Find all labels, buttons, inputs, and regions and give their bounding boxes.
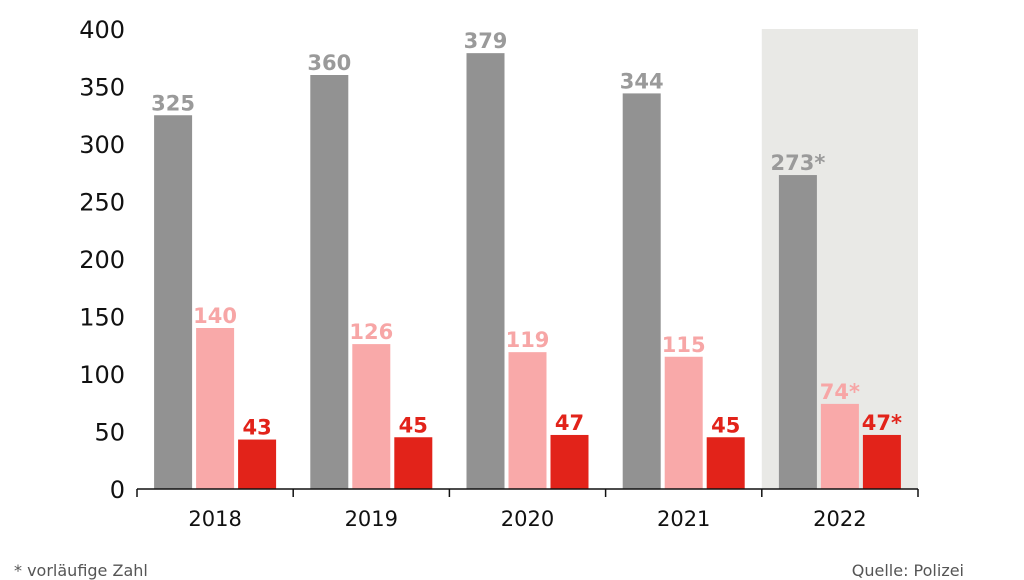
bar	[550, 434, 589, 489]
x-tick-label: 2021	[657, 507, 710, 531]
bar	[238, 439, 277, 489]
y-axis-ticks: 0 50 100 150 200 250 300 350 400	[79, 16, 125, 504]
data-label: 273*	[770, 151, 825, 175]
y-tick-label: 250	[79, 189, 125, 217]
bar	[508, 352, 547, 489]
data-label: 74*	[820, 380, 860, 404]
bar	[706, 437, 745, 489]
data-label: 115	[662, 333, 706, 357]
x-tick-label: 2018	[188, 507, 241, 531]
data-label: 119	[506, 328, 550, 352]
data-label: 140	[193, 304, 237, 328]
bar	[394, 437, 433, 489]
data-label: 43	[242, 416, 271, 440]
data-label: 45	[399, 413, 428, 437]
y-tick-label: 100	[79, 361, 125, 389]
data-label: 47*	[862, 411, 902, 435]
x-tick-label: 2019	[345, 507, 398, 531]
x-tick-label: 2022	[813, 507, 866, 531]
bar	[778, 175, 817, 490]
bar	[862, 434, 901, 489]
bars	[154, 53, 901, 490]
x-axis-ticks: 2018 2019 2020 2021 2022	[136, 489, 919, 531]
y-tick-label: 400	[79, 16, 125, 44]
data-labels: 325 140 43 360 126 45 379 119 47 344 115 45 273* 74*4…	[151, 29, 902, 439]
data-label: 379	[464, 29, 508, 53]
data-label: 344	[620, 69, 664, 93]
y-tick-label: 200	[79, 246, 125, 274]
y-tick-label: 350	[79, 74, 125, 102]
bar	[664, 356, 703, 489]
y-tick-label: 0	[110, 476, 125, 504]
footnote: * vorläufige Zahl	[14, 561, 148, 580]
bar	[196, 328, 235, 489]
bar	[466, 53, 505, 490]
y-tick-label: 150	[79, 304, 125, 332]
data-label: 360	[307, 51, 351, 75]
y-tick-label: 50	[94, 419, 125, 447]
source-note: Quelle: Polizei	[851, 561, 964, 580]
y-tick-label: 300	[79, 131, 125, 159]
bar	[820, 403, 859, 489]
data-label: 325	[151, 91, 195, 115]
data-label: 47	[555, 411, 584, 435]
bar	[622, 93, 661, 490]
data-label: 45	[711, 413, 740, 437]
bar	[154, 115, 193, 489]
x-tick-label: 2020	[501, 507, 554, 531]
data-label: 126	[349, 320, 393, 344]
bar	[352, 344, 391, 489]
bar	[310, 75, 349, 489]
